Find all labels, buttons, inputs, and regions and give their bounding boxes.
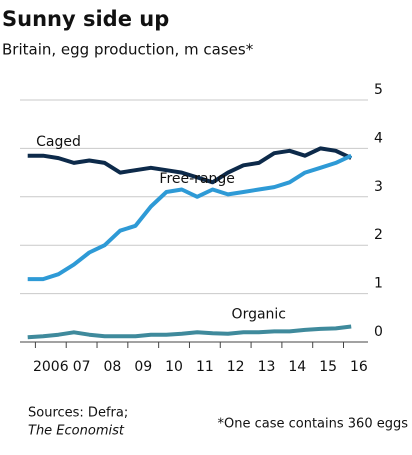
x-tick-label: 12 bbox=[227, 359, 245, 375]
series-label: Free-range bbox=[159, 171, 234, 187]
y-tick-label: 0 bbox=[374, 324, 383, 340]
y-tick-label: 3 bbox=[374, 179, 383, 195]
source: Sources: Defra; bbox=[28, 406, 128, 421]
x-tick-label: 11 bbox=[196, 359, 214, 375]
x-tick-label: 13 bbox=[258, 359, 276, 375]
line bbox=[27, 153, 353, 282]
chart-subtitle: Britain, egg production, m cases* bbox=[2, 41, 254, 59]
x-tick-label: 15 bbox=[319, 359, 337, 375]
series-label: Organic bbox=[232, 306, 286, 322]
footnote: *One case contains 360 eggs bbox=[218, 417, 409, 432]
series-label: Caged bbox=[36, 134, 81, 150]
y-tick-label: 5 bbox=[374, 82, 383, 98]
y-tick-label: 1 bbox=[374, 276, 383, 292]
source: The Economist bbox=[28, 424, 125, 439]
line bbox=[27, 324, 352, 340]
x-tick-label: 2006 bbox=[33, 359, 69, 375]
x-tick-label: 08 bbox=[104, 359, 122, 375]
chart-title: Sunny side up bbox=[2, 7, 169, 31]
y-tick-label: 2 bbox=[374, 227, 383, 243]
y-tick-label: 4 bbox=[374, 130, 383, 146]
x-tick-label: 07 bbox=[73, 359, 91, 375]
line bbox=[27, 146, 353, 185]
x-tick-label: 09 bbox=[134, 359, 152, 375]
x-tick-label: 16 bbox=[350, 359, 368, 375]
x-tick-label: 14 bbox=[288, 359, 306, 375]
x-tick-label: 10 bbox=[165, 359, 183, 375]
